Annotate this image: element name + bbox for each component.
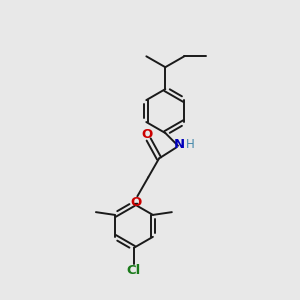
Text: Cl: Cl [127,264,141,277]
Text: O: O [130,196,142,209]
Text: O: O [141,128,152,141]
Text: H: H [186,138,194,151]
Text: N: N [174,138,185,151]
